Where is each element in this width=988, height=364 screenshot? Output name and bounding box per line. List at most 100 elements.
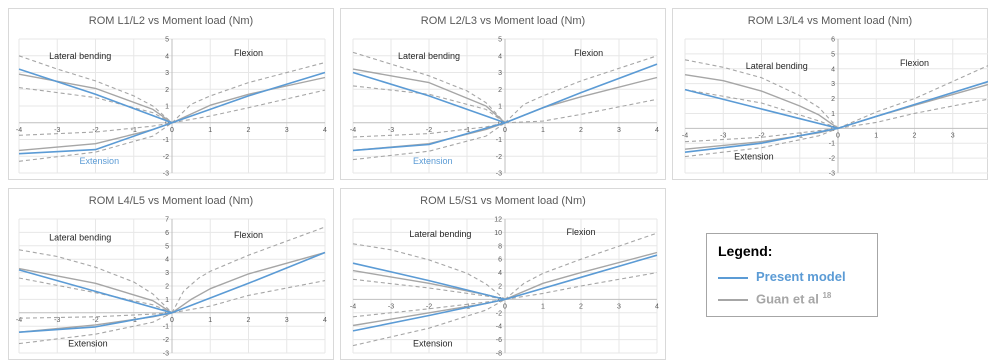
x-tick-label: 2 <box>247 317 251 324</box>
series-line-guan-bounds <box>171 89 326 124</box>
chart-title: ROM L5/S1 vs Moment load (Nm) <box>420 195 586 207</box>
y-tick-label: -8 <box>496 351 502 358</box>
x-tick-label: 1 <box>208 317 212 324</box>
series-line-present <box>18 68 173 124</box>
x-tick-label: -3 <box>720 132 726 139</box>
chart-annotation: Flexion <box>566 227 595 237</box>
legend-box: Legend: Present model Guan et al 18 <box>706 233 878 317</box>
legend-label-present: Present model <box>756 269 846 284</box>
y-tick-label: 5 <box>831 51 835 58</box>
y-tick-label: -1 <box>496 137 502 144</box>
series-line-present <box>171 71 326 124</box>
series-line-guan-bounds <box>18 122 173 162</box>
series-line-present <box>18 122 173 155</box>
y-tick-label: 3 <box>165 70 169 77</box>
x-tick-label: -4 <box>682 132 688 139</box>
chart-annotation: Lateral bending <box>409 229 471 239</box>
y-tick-label: 10 <box>494 230 502 237</box>
y-tick-label: 1 <box>165 297 169 304</box>
chart-annotation: Flexion <box>234 230 263 240</box>
series-line-guan-bounds <box>684 59 839 129</box>
x-tick-label: 2 <box>579 303 583 310</box>
x-tick-label: 0 <box>503 303 507 310</box>
legend-title: Legend: <box>718 243 773 259</box>
series-line-guan-bounds <box>18 122 173 136</box>
series-line-present <box>837 80 988 130</box>
series-line-guan <box>684 74 839 129</box>
series-line-guan-bounds <box>837 65 988 129</box>
x-tick-label: 3 <box>951 132 955 139</box>
x-tick-label: -2 <box>758 132 764 139</box>
x-tick-label: -2 <box>92 127 98 134</box>
y-tick-label: 5 <box>165 37 169 44</box>
series-line-present <box>504 63 658 124</box>
chart-annotation: Lateral bending <box>398 51 460 61</box>
series-line-guan-bounds <box>18 312 173 319</box>
x-tick-label: 3 <box>285 317 289 324</box>
series-line-guan-bounds <box>352 243 506 300</box>
series-line-guan <box>504 251 658 301</box>
y-tick-label: 1 <box>498 104 502 111</box>
y-tick-label: -1 <box>829 141 835 148</box>
x-tick-label: 2 <box>579 127 583 134</box>
legend-reference: 18 <box>822 291 832 300</box>
y-tick-label: 4 <box>165 257 169 264</box>
x-tick-label: 4 <box>323 127 327 134</box>
y-tick-label: -2 <box>496 154 502 161</box>
y-tick-label: -1 <box>163 137 169 144</box>
x-tick-label: -3 <box>54 317 60 324</box>
series-line-guan-bounds <box>684 127 839 143</box>
x-tick-label: -4 <box>16 127 22 134</box>
series-line-present <box>171 251 326 314</box>
y-tick-label: -4 <box>496 324 502 331</box>
chart-annotation: Extension <box>68 338 108 348</box>
y-tick-label: 8 <box>498 243 502 250</box>
series-line-guan-bounds <box>504 232 658 300</box>
series-line-present <box>352 298 506 332</box>
chart-panel-l2-l3: ROM L2/L3 vs Moment load (Nm) -4 -3 -2 -1 0 1… <box>340 8 666 180</box>
y-tick-label: 5 <box>498 37 502 44</box>
x-tick-label: 0 <box>170 127 174 134</box>
y-tick-label: 1 <box>165 104 169 111</box>
chart-annotation: Lateral bending <box>746 61 808 71</box>
x-tick-label: 1 <box>874 132 878 139</box>
x-tick-label: 3 <box>617 303 621 310</box>
series-line-guan-bounds <box>504 272 658 300</box>
x-tick-label: 4 <box>323 317 327 324</box>
series-line-present <box>352 71 506 124</box>
series-line-present <box>352 262 506 301</box>
x-tick-label: 2 <box>913 132 917 139</box>
chart-annotation: Extension <box>80 156 120 166</box>
chart-panel-l4-l5: ROM L4/L5 vs Moment load (Nm) -4 -3 -2 -1 0 1… <box>8 188 334 360</box>
y-tick-label: 4 <box>165 53 169 60</box>
y-tick-label: 2 <box>165 87 169 94</box>
chart-title: ROM L2/L3 vs Moment load (Nm) <box>420 15 586 27</box>
x-tick-label: -2 <box>92 317 98 324</box>
chart-title: ROM L4/L5 vs Moment load (Nm) <box>88 195 254 207</box>
series-line-guan-bounds <box>352 51 506 124</box>
chart-annotation: Flexion <box>234 48 263 58</box>
series-line-guan-bounds <box>352 122 506 161</box>
series-line-guan-bounds <box>171 61 326 124</box>
series-line-guan-bounds <box>504 98 658 124</box>
chart-annotation: Flexion <box>900 58 929 68</box>
chart-panel-l3-l4: ROM L3/L4 vs Moment load (Nm) -4 -3 -2 -1 0 1… <box>672 8 988 180</box>
chart-title: ROM L3/L4 vs Moment load (Nm) <box>747 15 913 27</box>
x-tick-label: -3 <box>388 303 394 310</box>
y-tick-label: -1 <box>163 324 169 331</box>
y-tick-label: 3 <box>498 70 502 77</box>
series-line-present <box>504 254 658 301</box>
y-tick-label: -3 <box>163 351 169 358</box>
y-tick-label: 2 <box>165 284 169 291</box>
y-tick-label: 6 <box>831 37 835 44</box>
y-tick-label: 4 <box>831 66 835 73</box>
x-tick-label: 3 <box>285 127 289 134</box>
y-tick-label: -2 <box>163 337 169 344</box>
x-tick-label: 3 <box>617 127 621 134</box>
series-line-guan-bounds <box>171 226 326 314</box>
x-tick-label: 1 <box>541 303 545 310</box>
y-tick-label: -3 <box>829 171 835 178</box>
chart-title: ROM L1/L2 vs Moment load (Nm) <box>88 15 254 27</box>
x-tick-label: 1 <box>541 127 545 134</box>
